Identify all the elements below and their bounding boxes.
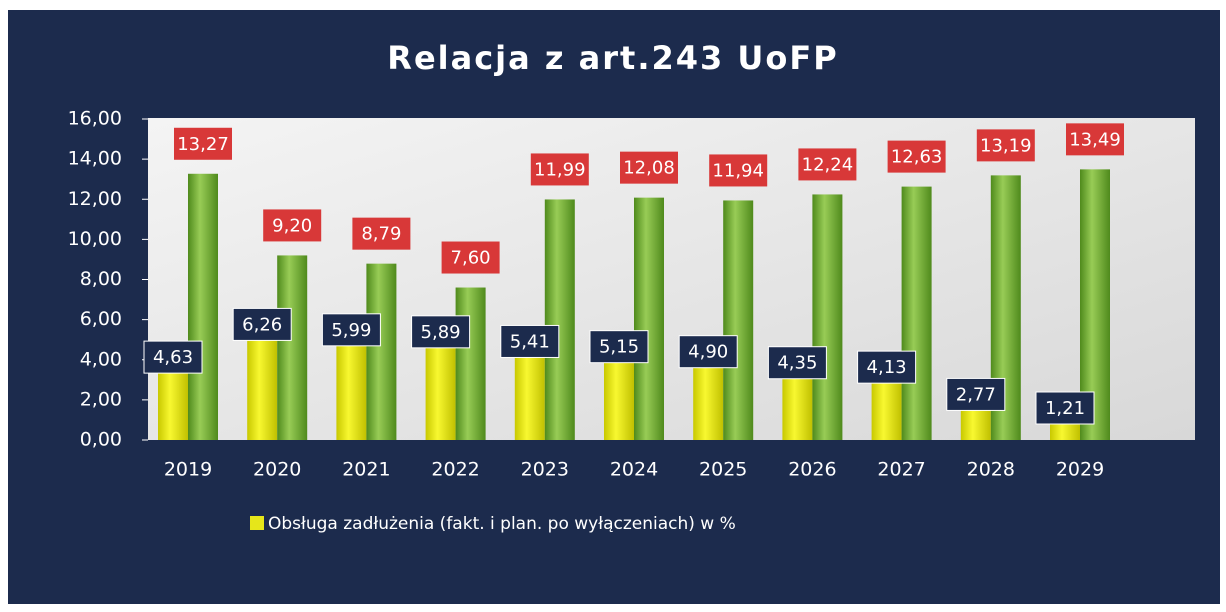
x-tick-label: 2021 bbox=[342, 459, 390, 481]
value-label: 6,26 bbox=[242, 314, 282, 335]
value-label-box bbox=[798, 148, 857, 181]
bar bbox=[544, 199, 575, 440]
value-label-box bbox=[174, 127, 232, 160]
value-label: 4,90 bbox=[688, 342, 728, 363]
value-label-box bbox=[143, 340, 203, 374]
value-label-box bbox=[263, 209, 322, 242]
value-label-box bbox=[500, 324, 560, 358]
value-label: 13,27 bbox=[177, 134, 229, 155]
x-tick-label: 2029 bbox=[1056, 459, 1104, 481]
value-label-box bbox=[709, 154, 768, 187]
value-label: 9,20 bbox=[272, 215, 312, 236]
bar bbox=[188, 173, 218, 440]
y-tick-label: 2,00 bbox=[80, 388, 122, 410]
value-label-box bbox=[767, 346, 827, 380]
value-label: 8,79 bbox=[361, 224, 401, 245]
value-label: 4,13 bbox=[867, 357, 907, 378]
x-tick-label: 2022 bbox=[431, 459, 479, 481]
bar bbox=[812, 194, 843, 440]
y-tick-label: 4,00 bbox=[80, 348, 122, 370]
x-tick-label: 2023 bbox=[521, 459, 569, 481]
value-label: 5,15 bbox=[599, 337, 639, 358]
y-tick-label: 14,00 bbox=[68, 148, 122, 170]
value-label-box bbox=[411, 315, 471, 349]
x-tick-label: 2027 bbox=[877, 459, 925, 481]
value-label: 5,41 bbox=[510, 331, 550, 352]
y-tick-label: 16,00 bbox=[68, 108, 122, 130]
value-label-box bbox=[232, 307, 292, 341]
x-tick-label: 2026 bbox=[788, 459, 836, 481]
bar bbox=[723, 200, 754, 440]
value-label: 11,99 bbox=[534, 159, 586, 180]
y-tick-label: 8,00 bbox=[80, 268, 122, 290]
value-label-box bbox=[678, 335, 738, 369]
bar bbox=[901, 186, 932, 440]
bar bbox=[366, 263, 397, 440]
chart-title: Relacja z art.243 UoFP bbox=[387, 39, 838, 77]
x-tick-label: 2025 bbox=[699, 459, 747, 481]
value-label-box bbox=[887, 140, 946, 173]
value-label-box bbox=[946, 377, 1006, 411]
bar bbox=[634, 197, 664, 440]
value-label: 12,24 bbox=[802, 154, 854, 175]
y-tick-label: 0,00 bbox=[80, 429, 122, 451]
value-label-box bbox=[352, 217, 411, 250]
value-label: 13,49 bbox=[1069, 129, 1121, 150]
value-label: 4,63 bbox=[153, 347, 193, 368]
value-label: 4,35 bbox=[777, 353, 817, 374]
value-label-box bbox=[589, 330, 649, 364]
bar bbox=[455, 287, 486, 440]
value-label: 5,99 bbox=[331, 320, 371, 341]
value-label: 1,21 bbox=[1045, 398, 1085, 419]
legend-swatch bbox=[250, 516, 264, 530]
value-label: 13,19 bbox=[980, 135, 1032, 156]
value-label: 5,89 bbox=[421, 322, 461, 343]
value-label-box bbox=[620, 151, 678, 184]
value-label-box bbox=[1035, 391, 1095, 425]
x-tick-label: 2019 bbox=[164, 459, 212, 481]
value-label-box bbox=[857, 350, 917, 384]
value-label: 12,63 bbox=[891, 147, 943, 168]
x-tick-label: 2028 bbox=[967, 459, 1015, 481]
y-tick-label: 6,00 bbox=[80, 308, 122, 330]
value-label: 11,94 bbox=[712, 160, 764, 181]
value-label-box bbox=[976, 129, 1035, 162]
value-label-box bbox=[321, 313, 381, 347]
x-tick-label: 2024 bbox=[610, 459, 658, 481]
x-tick-label: 2020 bbox=[253, 459, 301, 481]
y-tick-label: 10,00 bbox=[68, 228, 122, 250]
bar bbox=[277, 255, 308, 440]
legend-label: Obsługa zadłużenia (fakt. i plan. po wył… bbox=[268, 514, 736, 534]
value-label: 12,08 bbox=[623, 158, 675, 179]
value-label-box bbox=[441, 241, 500, 274]
value-label-box bbox=[1066, 123, 1124, 156]
y-tick-label: 12,00 bbox=[68, 188, 122, 210]
value-label: 2,77 bbox=[956, 384, 996, 405]
value-label: 7,60 bbox=[451, 248, 491, 269]
value-label-box bbox=[530, 153, 589, 186]
